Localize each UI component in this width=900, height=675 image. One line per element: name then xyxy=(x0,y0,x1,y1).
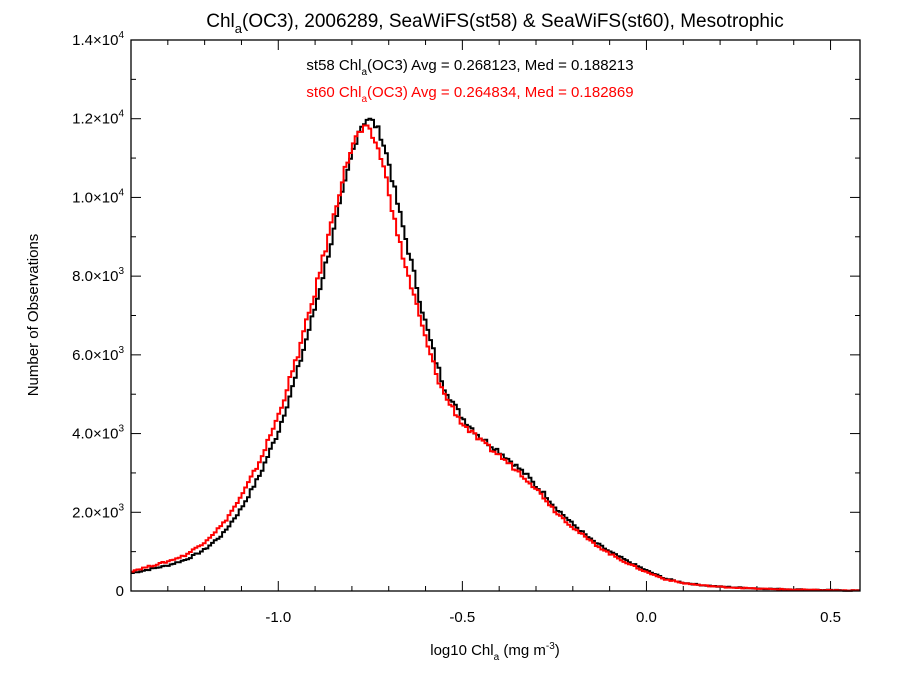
y-tick-label: 1.4×104 xyxy=(72,30,124,49)
y-tick-label: 8.0×103 xyxy=(72,266,124,285)
y-tick-label: 4.0×103 xyxy=(72,424,124,443)
y-tick-label: 0 xyxy=(116,583,124,600)
x-tick-label: 0.0 xyxy=(636,609,657,626)
x-tick-label: -0.5 xyxy=(449,609,475,626)
x-tick-label: 0.5 xyxy=(820,609,841,626)
y-tick-label: 1.0×104 xyxy=(72,187,124,206)
y-tick-label: 6.0×103 xyxy=(72,345,124,364)
tick-layer: -1.0 -0.5 0.0 0.5 0 2.0×103 4.0×103 6.0×103 8.0×… xyxy=(72,30,860,626)
y-axis-label: Number of Observations xyxy=(25,234,42,397)
chart-title: Chla(OC3), 2006289, SeaWiFS(st58) & SeaW… xyxy=(206,11,783,36)
series-st60-line xyxy=(131,124,860,592)
plot-frame xyxy=(130,39,861,592)
y-tick-label: 1.2×104 xyxy=(72,109,124,128)
series-st58-line xyxy=(131,117,860,592)
series-layer xyxy=(131,117,860,592)
x-axis-label: log10 Chla (mg m-3) xyxy=(430,641,560,663)
y-tick-label: 2.0×103 xyxy=(72,502,124,521)
annotation-st58: st58 Chla(OC3) Avg = 0.268123, Med = 0.1… xyxy=(306,57,633,78)
annotation-st60: st60 Chla(OC3) Avg = 0.264834, Med = 0.1… xyxy=(306,84,633,105)
x-tick-label: -1.0 xyxy=(265,609,291,626)
